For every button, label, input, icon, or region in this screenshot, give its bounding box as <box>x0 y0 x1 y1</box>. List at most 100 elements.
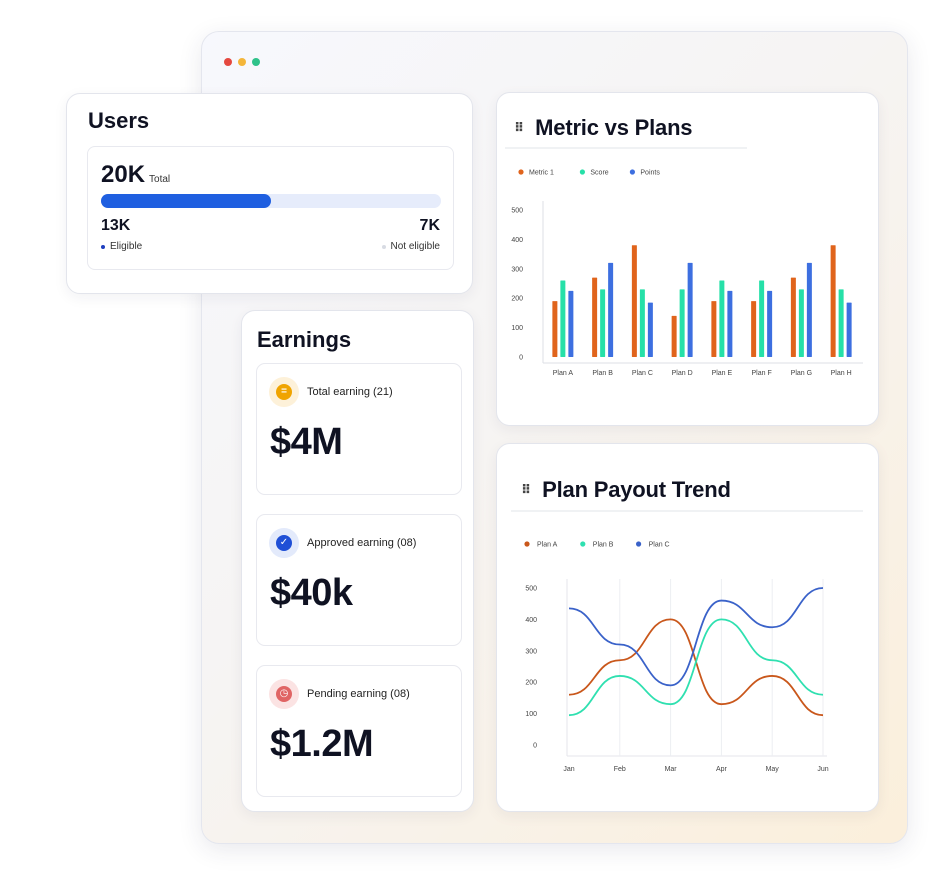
x-tick-label: Jun <box>817 766 828 773</box>
x-tick-label: May <box>766 766 780 773</box>
eligible-value: 13K <box>101 217 131 234</box>
series-line <box>568 618 824 717</box>
legend-label: Plan C <box>649 542 670 549</box>
earning-card-approved[interactable]: ✓ Approved earning (08) $40k <box>256 514 462 646</box>
x-tick-label: Plan B <box>592 370 613 377</box>
x-tick-label: Mar <box>665 766 678 773</box>
bar <box>846 302 852 357</box>
y-tick-label: 400 <box>511 237 523 244</box>
earnings-card: Earnings = Total earning (21) $4M ✓ Appr… <box>241 310 474 812</box>
legend-marker <box>524 541 530 547</box>
earning-value: $40k <box>270 572 353 614</box>
bar <box>727 290 733 357</box>
users-total-label: Total <box>149 174 171 185</box>
plan-payout-trend-card: ⠿ Plan Payout Trend Plan A Plan B Plan C Ja… <box>496 443 879 812</box>
not-eligible-label: Not eligible <box>390 241 440 252</box>
legend-label: Points <box>640 170 660 177</box>
y-tick-label: 300 <box>525 648 537 655</box>
bar <box>592 277 598 357</box>
bar <box>639 289 645 357</box>
x-tick-label: Plan C <box>632 370 653 377</box>
eligibility-progress-fill <box>101 194 271 208</box>
maximize-dot-icon[interactable] <box>252 58 260 66</box>
earning-value: $1.2M <box>270 723 374 765</box>
bar <box>631 245 637 357</box>
earning-label: Approved earning (08) <box>307 537 417 549</box>
users-summary: 20K Total 13K Eligible 7K Not eligible <box>87 146 454 270</box>
legend-marker <box>629 169 635 175</box>
bar <box>830 245 836 357</box>
line-chart-header: ⠿ Plan Payout Trend <box>521 477 731 503</box>
legend-label: Plan A <box>537 542 558 549</box>
legend-label: Plan B <box>593 542 614 549</box>
clock-icon: ◷ <box>269 679 299 709</box>
earning-card-total[interactable]: = Total earning (21) $4M <box>256 363 462 495</box>
bar <box>790 277 796 357</box>
bar <box>552 301 558 357</box>
y-tick-label: 100 <box>525 711 537 718</box>
y-tick-label: 400 <box>525 617 537 624</box>
bar <box>608 262 614 357</box>
metric-vs-plans-card: ⠿ Metric vs Plans Metric 1 Score Points 0 10… <box>496 92 879 426</box>
bar <box>679 289 685 357</box>
equals-icon: = <box>269 377 299 407</box>
y-tick-label: 500 <box>511 208 523 215</box>
legend-marker <box>579 169 585 175</box>
minimize-dot-icon[interactable] <box>238 58 246 66</box>
not-eligible-value: 7K <box>419 217 440 234</box>
not-eligible-stat: 7K Not eligible <box>381 217 440 252</box>
bar <box>568 290 574 357</box>
bar <box>647 302 653 357</box>
bar <box>560 280 566 357</box>
bar <box>806 262 812 357</box>
x-tick-label: Plan H <box>831 370 852 377</box>
legend-marker <box>580 541 586 547</box>
eligible-stat: 13K Eligible <box>101 217 142 252</box>
earnings-title: Earnings <box>257 327 352 352</box>
line-chart: Plan A Plan B Plan C Jan Feb Mar Apr May Jun 0 100… <box>511 510 863 773</box>
bar <box>759 280 765 357</box>
bar-chart: Metric 1 Score Points 0 100 200 300 400 500 Plan … <box>505 147 863 377</box>
users-total-value: 20K <box>101 161 146 188</box>
bar-chart-header: ⠿ Metric vs Plans <box>514 115 693 141</box>
bar <box>711 301 717 357</box>
bar <box>687 262 693 357</box>
users-total: 20K Total <box>101 161 170 189</box>
earning-label: Pending earning (08) <box>307 688 410 700</box>
legend-marker <box>518 169 524 175</box>
y-tick-label: 0 <box>519 355 523 362</box>
users-card: Users 20K Total 13K Eligible 7K Not elig… <box>66 93 473 294</box>
drag-handle-icon[interactable]: ⠿ <box>521 482 531 497</box>
eligible-dot-icon <box>101 244 105 249</box>
earning-card-pending[interactable]: ◷ Pending earning (08) $1.2M <box>256 665 462 797</box>
bar-chart-title: Metric vs Plans <box>535 115 693 140</box>
y-tick-label: 300 <box>511 266 523 273</box>
y-tick-label: 200 <box>511 296 523 303</box>
bar <box>838 289 844 357</box>
window-controls <box>224 58 260 66</box>
series-line <box>568 587 824 687</box>
eligible-label: Eligible <box>110 241 143 252</box>
bar <box>767 290 773 357</box>
y-tick-label: 500 <box>525 586 537 593</box>
y-tick-label: 0 <box>533 743 537 750</box>
x-tick-label: Plan F <box>752 370 772 377</box>
legend-label: Metric 1 <box>529 170 554 177</box>
eligibility-progress-bar <box>101 194 441 208</box>
bar <box>751 301 757 357</box>
check-circle-icon: ✓ <box>269 528 299 558</box>
bar <box>671 315 677 357</box>
x-tick-label: Feb <box>614 766 626 773</box>
users-title: Users <box>88 108 150 133</box>
legend-label: Score <box>590 170 608 177</box>
bar <box>719 280 725 357</box>
y-tick-label: 200 <box>525 680 537 687</box>
drag-handle-icon[interactable]: ⠿ <box>514 120 524 135</box>
x-tick-label: Plan D <box>672 370 693 377</box>
earning-label: Total earning (21) <box>307 386 393 398</box>
not-eligible-dot-icon <box>381 244 386 249</box>
x-tick-label: Plan E <box>712 370 733 377</box>
bar <box>600 289 606 357</box>
earning-value: $4M <box>270 421 343 463</box>
close-dot-icon[interactable] <box>224 58 232 66</box>
